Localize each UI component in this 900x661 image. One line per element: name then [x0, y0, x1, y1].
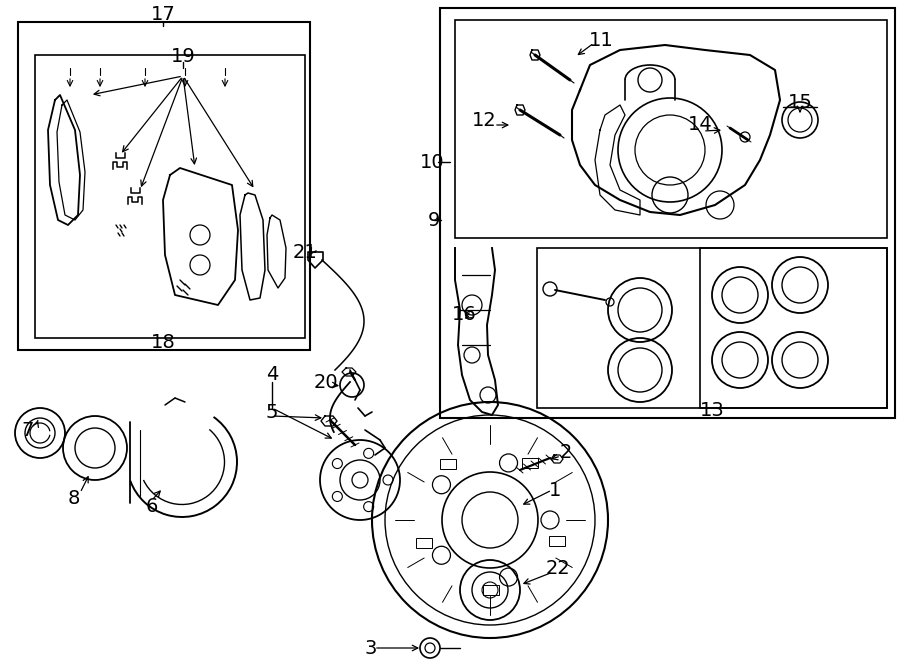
- Text: 15: 15: [788, 93, 813, 112]
- Bar: [440, 459, 456, 469]
- Bar: [455, 20, 887, 238]
- Bar: [549, 535, 565, 546]
- Text: 22: 22: [545, 559, 571, 578]
- Text: 18: 18: [150, 334, 176, 352]
- Text: 3: 3: [364, 639, 377, 658]
- Text: 20: 20: [314, 373, 338, 393]
- Text: 5: 5: [266, 403, 278, 422]
- Text: 1: 1: [549, 481, 562, 500]
- Text: 10: 10: [419, 153, 445, 171]
- Text: 14: 14: [688, 116, 713, 134]
- Text: 2: 2: [560, 444, 572, 463]
- Text: 8: 8: [68, 488, 80, 508]
- Bar: [522, 458, 538, 468]
- Text: 16: 16: [452, 305, 476, 325]
- Text: 21: 21: [292, 243, 318, 262]
- Text: 7: 7: [22, 420, 34, 440]
- Text: 9: 9: [428, 210, 440, 229]
- Bar: [537, 248, 887, 408]
- Text: 12: 12: [472, 110, 497, 130]
- Bar: [18, 22, 310, 350]
- Bar: [700, 248, 887, 408]
- Text: 6: 6: [146, 498, 158, 516]
- Bar: [416, 537, 432, 547]
- Bar: [483, 585, 499, 595]
- Text: 13: 13: [699, 401, 725, 420]
- Bar: [35, 55, 305, 338]
- Bar: [440, 8, 895, 418]
- Text: 17: 17: [150, 5, 176, 24]
- Text: 19: 19: [171, 48, 195, 67]
- Text: 4: 4: [266, 366, 278, 385]
- Text: 11: 11: [589, 30, 614, 50]
